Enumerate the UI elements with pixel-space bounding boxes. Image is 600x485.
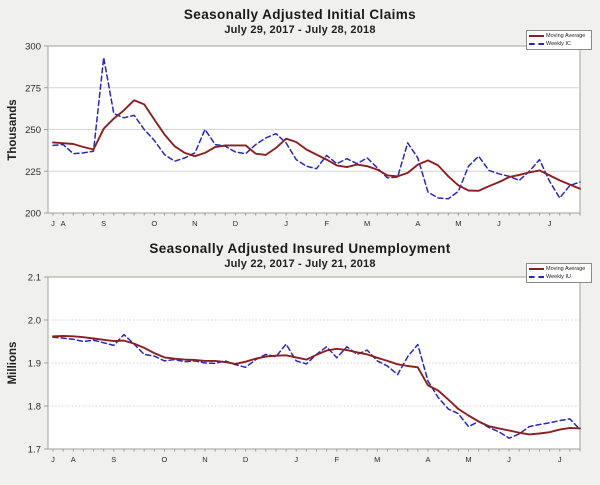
moving-average-line (52, 99, 581, 192)
y-tick-label: 1.7 (28, 445, 41, 456)
month-label: D (243, 455, 249, 464)
chart-plot-1: 2.1 2.0 1.9 1.8 1.7 J A S O N D J F M A M J J (28, 273, 581, 464)
month-label: F (334, 455, 339, 464)
month-label: A (415, 219, 420, 228)
month-label: M (455, 219, 461, 228)
month-label: S (101, 219, 106, 228)
y-tick-label: 200 (25, 209, 41, 220)
legend-entry-moving-average: Moving Average (529, 32, 589, 40)
legend-label-weekly-iu: Weekly IU (546, 274, 571, 280)
moving-average-line-icon (529, 268, 544, 270)
month-label: O (162, 455, 168, 464)
month-label: A (61, 219, 66, 228)
weekly-iu-line-icon (529, 276, 544, 278)
y-tick-label: 250 (25, 125, 41, 136)
month-label: J (548, 219, 552, 228)
month-label: M (364, 219, 370, 228)
month-label: N (202, 455, 207, 464)
y-tick-label: 275 (25, 83, 41, 94)
legend-label-moving-average: Moving Average (546, 33, 586, 39)
month-label: O (151, 219, 157, 228)
moving-average-line-icon (529, 35, 544, 37)
month-label: J (497, 219, 501, 228)
month-label: J (51, 219, 55, 228)
month-label: M (374, 455, 380, 464)
weekly-ic-line (52, 56, 581, 200)
y-tick-label: 300 (25, 42, 41, 53)
month-label: F (324, 219, 329, 228)
insured-unemployment-legend: Moving Average Weekly IU (526, 263, 592, 283)
legend-entry-moving-average: Moving Average (529, 265, 589, 273)
initial-claims-subtitle: July 29, 2017 - July 28, 2018 (224, 24, 376, 36)
insured-unemployment-subtitle: July 22, 2017 - July 21, 2018 (224, 258, 376, 270)
y-tick-label: 2.1 (28, 273, 41, 284)
moving-average-line (52, 334, 581, 436)
month-label: J (294, 455, 298, 464)
month-label: M (465, 455, 471, 464)
initial-claims-y-axis-label: Thousands (7, 99, 19, 161)
initial-claims-legend: Moving Average Weekly IC (526, 30, 592, 50)
month-label: N (192, 219, 197, 228)
legend-entry-weekly-iu: Weekly IU (529, 273, 589, 281)
weekly-ic-line-icon (529, 43, 544, 45)
month-label: A (425, 455, 430, 464)
insured-unemployment-title: Seasonally Adjusted Insured Unemployment (149, 241, 451, 256)
legend-entry-weekly-ic: Weekly IC (529, 40, 589, 48)
month-label: D (233, 219, 239, 228)
month-label: J (284, 219, 288, 228)
month-label: J (507, 455, 511, 464)
y-tick-label: 1.9 (28, 359, 41, 370)
month-label: J (51, 455, 55, 464)
initial-claims-title: Seasonally Adjusted Initial Claims (183, 7, 417, 22)
month-label: S (111, 455, 116, 464)
month-label: J (558, 455, 562, 464)
y-tick-label: 1.8 (28, 402, 41, 413)
legend-label-moving-average: Moving Average (546, 266, 586, 272)
y-tick-label: 2.0 (28, 316, 41, 327)
insured-unemployment-y-axis-label: Millions (7, 341, 19, 385)
month-label: A (71, 455, 76, 464)
y-tick-label: 225 (25, 167, 41, 178)
legend-label-weekly-ic: Weekly IC (546, 41, 571, 47)
